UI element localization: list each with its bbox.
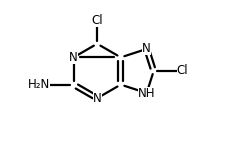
Text: NH: NH: [138, 86, 156, 100]
Text: N: N: [69, 51, 78, 64]
Text: Cl: Cl: [91, 14, 103, 27]
Text: N: N: [142, 42, 151, 56]
Text: N: N: [93, 92, 102, 105]
Text: H₂N: H₂N: [28, 78, 50, 91]
Text: Cl: Cl: [177, 64, 188, 78]
